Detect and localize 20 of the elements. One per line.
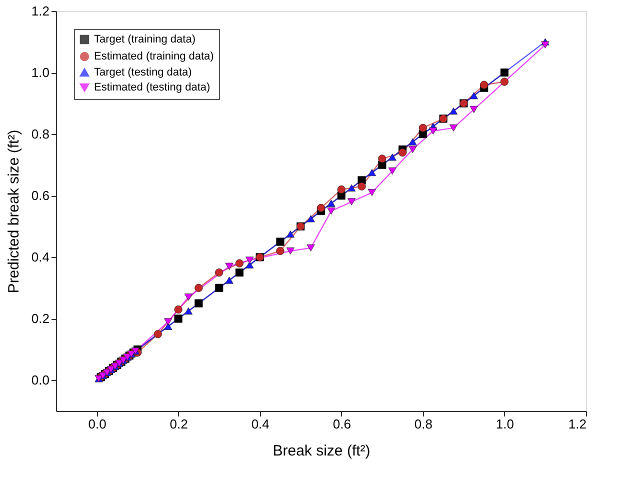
- y-tick-label: 1.2: [31, 4, 50, 18]
- x-tick-label: 0.0: [88, 416, 106, 432]
- x-tick-label: 0.2: [170, 416, 188, 432]
- x-tick-label: 0.6: [332, 416, 351, 432]
- x-axis-title: Break size (ft²): [272, 442, 370, 460]
- legend-label: Estimated (training data): [94, 50, 214, 62]
- x-tick-label: 1.2: [568, 416, 586, 432]
- x-tick-label: 1.0: [496, 416, 514, 432]
- legend-label: Target (training data): [94, 34, 196, 46]
- y-tick-label: 1.0: [31, 65, 50, 80]
- x-tick-label: 0.4: [251, 416, 270, 432]
- y-axis-title: Predicted break size (ft²): [5, 130, 22, 294]
- y-tick-label: 0.6: [31, 188, 50, 204]
- y-tick-label: 0.8: [31, 126, 50, 142]
- y-tick-label: 0.0: [31, 372, 50, 388]
- y-tick-label: 0.4: [31, 250, 50, 265]
- y-tick-label: 0.2: [31, 311, 50, 326]
- legend-label: Target (testing data): [94, 66, 192, 78]
- x-tick-label: 0.8: [414, 416, 432, 432]
- legend-label: Estimated (testing data): [94, 82, 210, 94]
